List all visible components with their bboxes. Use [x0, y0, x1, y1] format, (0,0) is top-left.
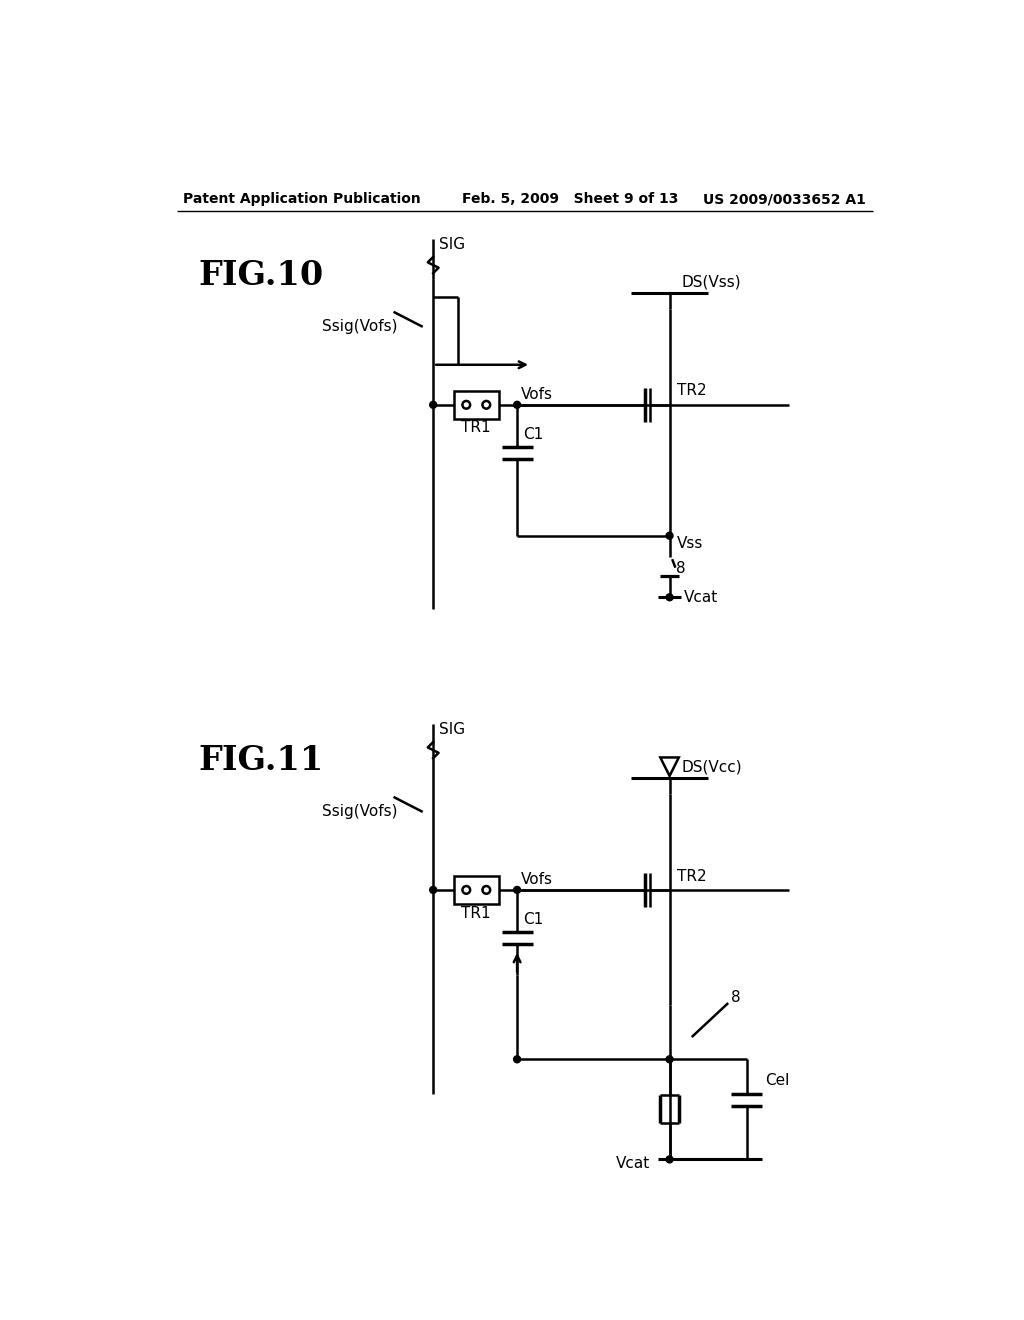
Text: C1: C1 [523, 426, 544, 442]
Bar [454, 876, 499, 904]
Text: Vcat: Vcat [683, 590, 718, 605]
Text: Vofs: Vofs [521, 387, 553, 401]
Circle shape [514, 401, 520, 408]
Text: C1: C1 [523, 912, 544, 927]
Circle shape [514, 1056, 520, 1063]
Text: 8: 8 [676, 561, 685, 576]
Text: TR1: TR1 [462, 906, 492, 920]
Circle shape [666, 1056, 673, 1063]
Text: FIG.10: FIG.10 [199, 259, 324, 292]
Text: TR2: TR2 [677, 383, 707, 399]
Text: 8: 8 [731, 990, 740, 1006]
Text: Feb. 5, 2009   Sheet 9 of 13: Feb. 5, 2009 Sheet 9 of 13 [462, 193, 678, 206]
Text: TR2: TR2 [677, 869, 707, 883]
Text: SIG: SIG [439, 238, 466, 252]
Text: Vofs: Vofs [521, 871, 553, 887]
Circle shape [430, 401, 436, 408]
Text: Vss: Vss [677, 536, 703, 550]
Text: FIG.11: FIG.11 [199, 744, 324, 777]
Circle shape [666, 594, 673, 601]
Bar [454, 391, 499, 418]
Circle shape [430, 887, 436, 894]
Circle shape [666, 1156, 673, 1163]
Text: US 2009/0033652 A1: US 2009/0033652 A1 [703, 193, 866, 206]
Text: Cel: Cel [765, 1073, 790, 1089]
Text: Ssig(Vofs): Ssig(Vofs) [322, 804, 397, 818]
Text: DS(Vss): DS(Vss) [681, 275, 740, 290]
Text: Ssig(Vofs): Ssig(Vofs) [322, 318, 397, 334]
Text: TR1: TR1 [462, 420, 492, 436]
Circle shape [514, 887, 520, 894]
Text: Vcat: Vcat [615, 1156, 650, 1171]
Text: DS(Vcc): DS(Vcc) [681, 760, 741, 775]
Text: SIG: SIG [439, 722, 466, 738]
Text: Patent Application Publication: Patent Application Publication [183, 193, 421, 206]
Circle shape [666, 532, 673, 539]
